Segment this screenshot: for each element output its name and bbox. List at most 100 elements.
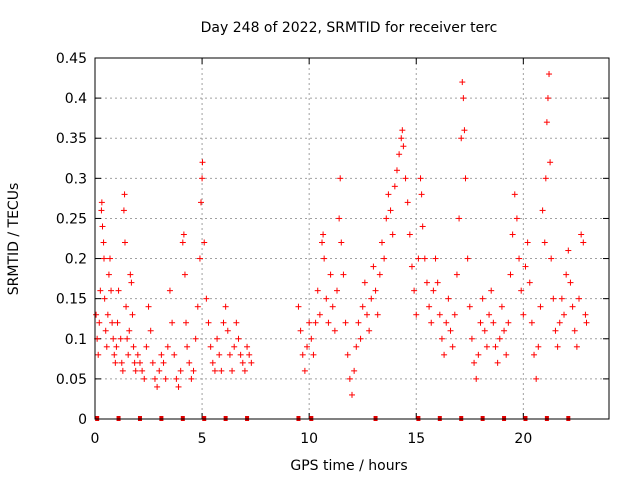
data-point (524, 239, 531, 246)
data-point (93, 311, 100, 318)
data-point (573, 343, 580, 350)
data-point (139, 367, 146, 374)
data-point (132, 367, 139, 374)
data-point (387, 207, 394, 214)
data-point (325, 319, 332, 326)
data-point (458, 135, 465, 142)
data-point (561, 311, 568, 318)
data-point (239, 359, 246, 366)
data-point (462, 175, 469, 182)
chart-title: Day 248 of 2022, SRMTID for receiver ter… (201, 20, 498, 36)
data-point (199, 175, 206, 182)
data-point (406, 231, 413, 238)
data-point (304, 343, 311, 350)
data-point (295, 303, 302, 310)
data-point (464, 255, 471, 262)
data-point (353, 343, 360, 350)
y-tick-label: 0.35 (56, 131, 87, 147)
data-point (127, 271, 134, 278)
data-point (370, 263, 377, 270)
data-point (100, 255, 107, 262)
data-point (385, 191, 392, 198)
data-point (199, 159, 206, 166)
data-point (479, 295, 486, 302)
data-point (136, 359, 143, 366)
data-point (124, 335, 131, 342)
data-point (434, 279, 441, 286)
data-point (112, 359, 119, 366)
data-point (192, 335, 199, 342)
data-point (102, 327, 109, 334)
x-tick-label: 0 (91, 431, 100, 447)
data-point (207, 343, 214, 350)
data-point (533, 375, 540, 382)
data-point (426, 303, 433, 310)
data-point (548, 255, 555, 262)
data-point (571, 327, 578, 334)
data-point (123, 303, 130, 310)
data-point (105, 271, 112, 278)
data-point (218, 367, 225, 374)
data-point (430, 287, 437, 294)
data-point (547, 159, 554, 166)
data-point (488, 287, 495, 294)
data-point (486, 311, 493, 318)
data-point (492, 343, 499, 350)
data-point (181, 271, 188, 278)
data-point (188, 375, 195, 382)
data-point (173, 375, 180, 382)
x-tick-label: 5 (198, 431, 207, 447)
data-point (473, 375, 480, 382)
data-point (516, 255, 523, 262)
data-point (544, 95, 551, 102)
data-point (539, 207, 546, 214)
plot-frame (94, 57, 610, 420)
data-point (441, 351, 448, 358)
data-point (542, 175, 549, 182)
data-point (436, 311, 443, 318)
data-point (569, 303, 576, 310)
data-point (209, 359, 216, 366)
data-point (391, 183, 398, 190)
data-point (179, 239, 186, 246)
data-point (118, 359, 125, 366)
data-point (447, 327, 454, 334)
data-point (509, 231, 516, 238)
data-point (563, 271, 570, 278)
data-point (233, 319, 240, 326)
data-point (297, 327, 304, 334)
data-point (246, 351, 253, 358)
data-point (177, 367, 184, 374)
data-point (96, 319, 103, 326)
data-point (526, 279, 533, 286)
data-point (396, 151, 403, 158)
data-point (169, 319, 176, 326)
data-point (235, 335, 242, 342)
data-point (156, 367, 163, 374)
data-point (423, 279, 430, 286)
data-point (357, 335, 364, 342)
data-point (95, 351, 102, 358)
data-point (411, 287, 418, 294)
y-tick-label: 0.45 (56, 51, 87, 67)
data-point (432, 255, 439, 262)
data-point (554, 343, 561, 350)
x-tick-label: 15 (407, 431, 425, 447)
data-point (456, 215, 463, 222)
data-point (477, 319, 484, 326)
data-point (349, 391, 355, 398)
data-point (331, 327, 338, 334)
data-point (556, 319, 563, 326)
y-tick-label: 0.4 (65, 91, 87, 107)
data-point (513, 215, 520, 222)
data-point (214, 335, 221, 342)
data-point (180, 231, 187, 238)
data-point (383, 215, 390, 222)
data-point (466, 303, 473, 310)
data-point (201, 239, 208, 246)
data-point (576, 295, 583, 302)
data-point (103, 343, 110, 350)
data-point (143, 343, 150, 350)
data-point (310, 351, 317, 358)
data-point (334, 287, 341, 294)
